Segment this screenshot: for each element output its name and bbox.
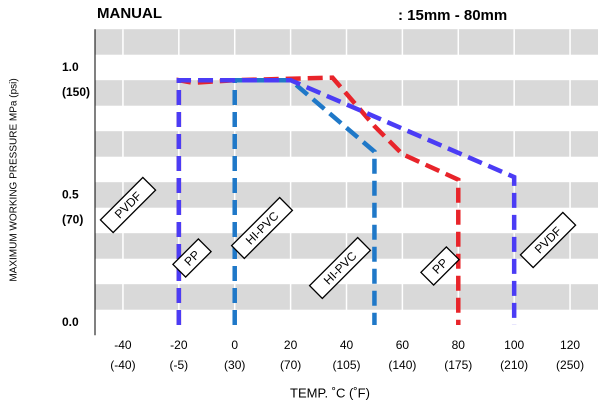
annotation-box xyxy=(99,176,157,234)
annotation-box xyxy=(519,211,577,269)
x-tick-label: 20 xyxy=(284,338,298,352)
x-tick-label-secondary: (175) xyxy=(444,358,472,372)
y-tick-label: 0.0 xyxy=(62,315,79,329)
x-tick-label-secondary: (250) xyxy=(556,358,584,372)
annotation: PP xyxy=(171,237,213,279)
x-tick-label: -40 xyxy=(114,338,132,352)
y-tick-label: 0.5 xyxy=(62,188,79,202)
x-tick-label: 80 xyxy=(452,338,466,352)
x-tick-label-secondary: (30) xyxy=(224,358,245,372)
x-tick-label: 0 xyxy=(231,338,238,352)
chart-subtitle: : 15mm - 80mm xyxy=(398,7,507,24)
chart-title: MANUAL xyxy=(97,5,162,22)
x-tick-label-secondary: (-40) xyxy=(110,358,135,372)
x-tick-label-secondary: (140) xyxy=(388,358,416,372)
x-tick-label: 100 xyxy=(504,338,524,352)
annotation-box xyxy=(308,236,372,300)
x-tick-label-secondary: (70) xyxy=(280,358,301,372)
x-tick-label: 60 xyxy=(396,338,410,352)
x-axis-label: TEMP. ˚C (˚F) xyxy=(290,385,370,400)
x-tick-label: 120 xyxy=(560,338,580,352)
y-tick-label: 1.0 xyxy=(62,60,79,74)
y-tick-label-secondary: (70) xyxy=(62,213,83,227)
y-tick-label-secondary: (150) xyxy=(62,85,90,99)
annotation-box xyxy=(419,245,461,287)
x-tick-label: 40 xyxy=(340,338,354,352)
x-tick-label-secondary: (-5) xyxy=(169,358,188,372)
x-tick-label-secondary: (210) xyxy=(500,358,528,372)
series-line xyxy=(176,77,517,325)
x-tick-label: -20 xyxy=(170,338,188,352)
annotation-box xyxy=(171,237,213,279)
x-tick-label-secondary: (105) xyxy=(332,358,360,372)
y-axis-label: MAXIMUM WORKING PRESSURE MPa (psi) xyxy=(9,78,20,281)
annotation-box xyxy=(230,196,294,260)
annotation: PP xyxy=(419,245,461,287)
